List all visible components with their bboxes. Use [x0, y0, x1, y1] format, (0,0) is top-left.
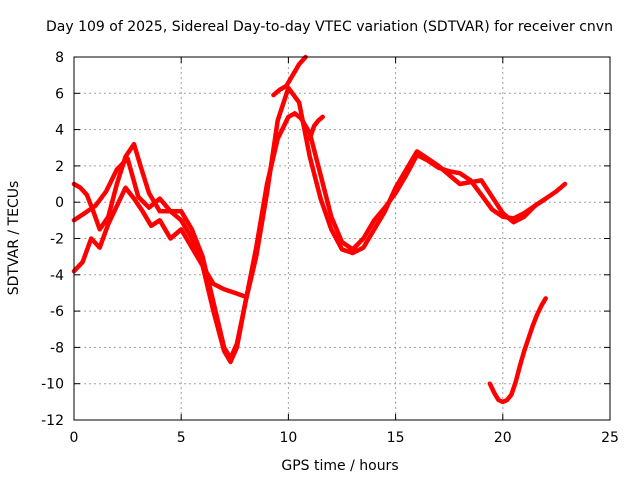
y-tick-label: -10 [41, 377, 64, 393]
x-tick-label: 0 [70, 430, 79, 446]
grid [74, 57, 610, 420]
series-line-cnvn-e [487, 296, 548, 405]
series-line-cnvn-f [307, 114, 325, 141]
y-tick-label: -8 [50, 340, 64, 356]
y-tick-label: -4 [50, 268, 64, 284]
x-tick-label: 5 [177, 430, 186, 446]
series-line-cnvn-c [71, 185, 248, 299]
x-tick-label: 25 [601, 430, 619, 446]
y-tick-label: 8 [55, 50, 64, 66]
plot-frame [73, 56, 611, 421]
axis-ticks: 0 5 10 15 20 25 -12 -10 -8 -6 -4 -2 0 2 4 6 8 [41, 50, 619, 446]
x-axis-label: GPS time / hours [281, 458, 398, 474]
y-axis-label: SDTVAR / TECUs [6, 181, 22, 296]
y-tick-label: 4 [55, 123, 64, 139]
y-tick-label: 0 [55, 195, 64, 211]
series-group [71, 54, 568, 405]
series-line-cnvn-d [271, 54, 308, 98]
y-tick-label: -2 [50, 232, 64, 248]
x-tick-label: 10 [279, 430, 297, 446]
y-tick-label: 6 [55, 86, 64, 102]
series-line-cnvn-a [71, 111, 568, 361]
y-tick-label: -6 [50, 304, 64, 320]
series-line-cnvn-b [71, 85, 548, 365]
y-tick-label: 2 [55, 159, 64, 175]
y-tick-label: -12 [41, 413, 64, 429]
x-tick-label: 20 [494, 430, 512, 446]
chart-title: Day 109 of 2025, Sidereal Day-to-day VTE… [46, 19, 613, 35]
x-tick-label: 15 [387, 430, 405, 446]
